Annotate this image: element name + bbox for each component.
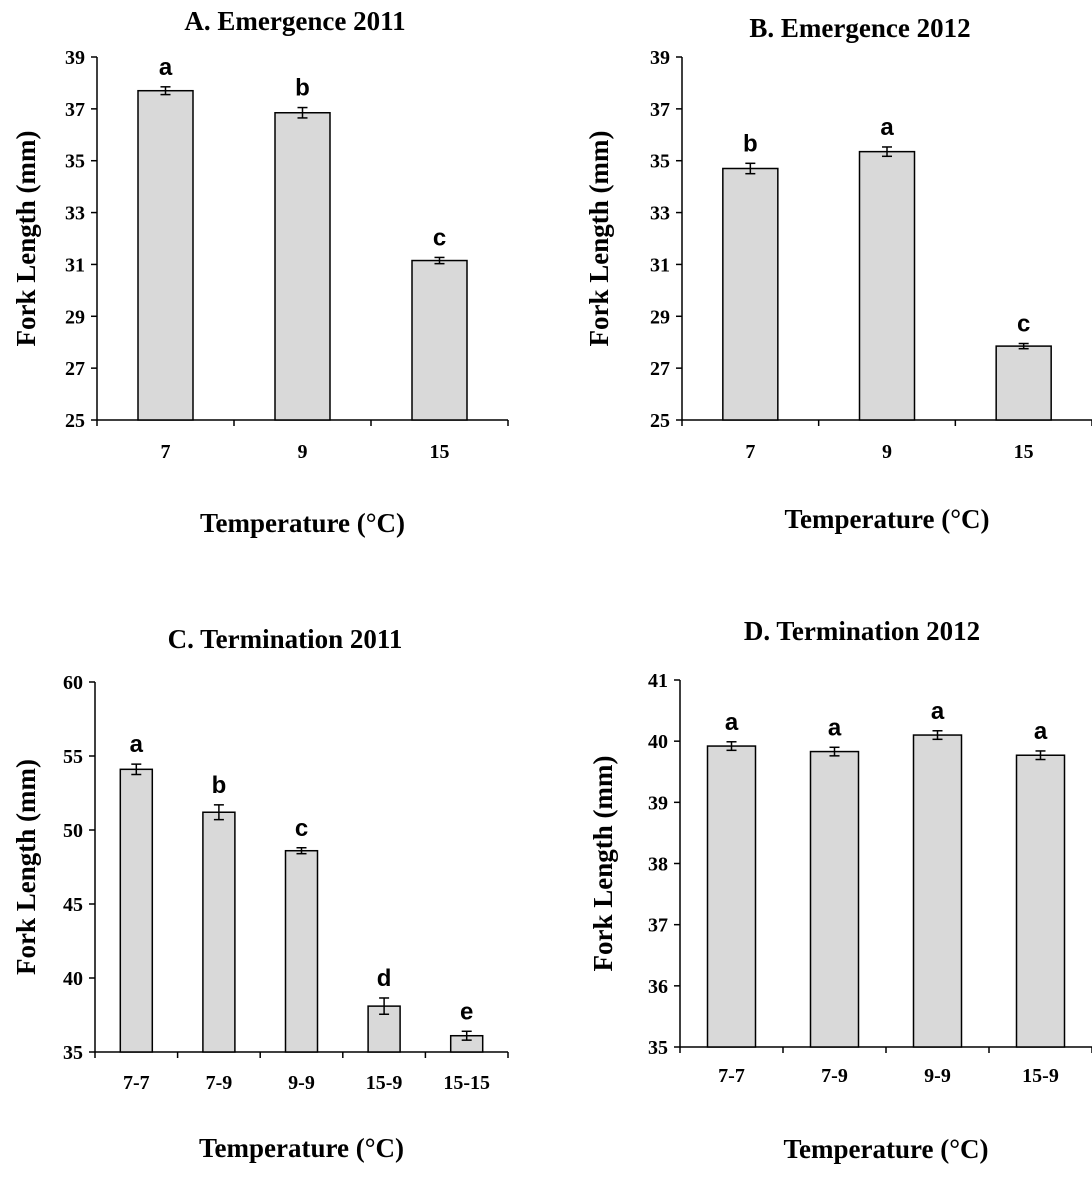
y-tick-label: 25 — [65, 410, 85, 432]
chart-panel-2: B. Emergence 2012 25 27 29 31 33 35 37 39 b 7 a 9 c 15… — [584, 13, 1092, 534]
y-tick-label: 55 — [63, 746, 83, 768]
y-axis-title: Fork Length (mm) — [11, 759, 41, 975]
x-tick-label: 15-9 — [1022, 1065, 1059, 1087]
bar — [722, 167, 779, 421]
y-tick-label: 45 — [63, 894, 83, 916]
bar — [995, 345, 1052, 421]
significance-label: c — [1017, 311, 1030, 338]
y-tick-label: 39 — [648, 792, 668, 814]
significance-label: a — [931, 698, 945, 725]
x-tick-label: 7 — [161, 441, 171, 463]
x-tick-label: 7-9 — [206, 1072, 233, 1094]
x-axis-title: Temperature (°C) — [200, 508, 405, 538]
chart-title: C. Termination 2011 — [168, 624, 403, 654]
x-tick-label: 15-15 — [443, 1072, 490, 1094]
y-tick-label: 31 — [650, 254, 670, 276]
y-tick-label: 37 — [65, 99, 85, 121]
y-tick-label: 40 — [648, 731, 668, 753]
significance-label: a — [1034, 718, 1048, 745]
y-tick-label: 27 — [65, 358, 85, 380]
bar — [1015, 754, 1066, 1048]
y-tick-label: 40 — [63, 968, 83, 990]
y-axis-title: Fork Length (mm) — [584, 131, 614, 347]
significance-label: d — [377, 965, 392, 992]
significance-label: c — [295, 815, 308, 842]
chart-title: D. Termination 2012 — [744, 616, 980, 646]
bar — [119, 768, 154, 1053]
significance-label: a — [159, 54, 173, 81]
y-axis-title: Fork Length (mm) — [588, 756, 618, 972]
bar — [858, 150, 916, 421]
x-tick-label: 9 — [882, 441, 892, 463]
y-tick-label: 31 — [65, 254, 85, 276]
bar — [912, 734, 963, 1048]
y-tick-label: 36 — [648, 976, 668, 998]
bar — [202, 811, 236, 1053]
y-tick-label: 38 — [648, 854, 668, 876]
x-axis-title: Temperature (°C) — [784, 504, 989, 534]
significance-label: a — [880, 114, 894, 141]
x-tick-label: 7 — [745, 441, 755, 463]
chart-panel-3: C. Termination 2011 35 40 45 50 55 60 a 7-7 b 7-9 c… — [11, 624, 509, 1163]
x-tick-label: 7-7 — [718, 1065, 745, 1087]
x-tick-label: 15 — [1014, 441, 1034, 463]
x-tick-label: 15 — [430, 441, 450, 463]
y-tick-label: 41 — [648, 670, 668, 692]
y-tick-label: 35 — [650, 151, 670, 173]
x-tick-label: 9-9 — [288, 1072, 315, 1094]
significance-label: e — [460, 998, 473, 1025]
chart-panel-4: D. Termination 2012 35 36 37 38 39 40 41 a 7-7 a 7-… — [588, 616, 1092, 1164]
y-tick-label: 25 — [650, 410, 670, 432]
x-axis-title: Temperature (°C) — [783, 1134, 988, 1164]
y-tick-label: 29 — [65, 306, 85, 328]
y-tick-label: 35 — [63, 1042, 83, 1064]
chart-panel-1: A. Emergence 2011 25 27 29 31 33 35 37 39 a 7 b 9 c 15… — [11, 6, 509, 538]
y-tick-label: 37 — [650, 99, 670, 121]
y-tick-label: 35 — [648, 1037, 668, 1059]
significance-label: b — [743, 130, 758, 157]
x-tick-label: 15-9 — [366, 1072, 403, 1094]
significance-label: a — [828, 714, 842, 741]
y-tick-label: 37 — [648, 915, 668, 937]
y-tick-label: 29 — [650, 306, 670, 328]
bar — [274, 111, 331, 421]
significance-label: b — [212, 772, 227, 799]
significance-label: a — [725, 709, 739, 736]
y-axis-title: Fork Length (mm) — [11, 131, 41, 347]
chart-title: B. Emergence 2012 — [749, 13, 970, 43]
significance-label: b — [295, 75, 310, 102]
x-axis-title: Temperature (°C) — [199, 1133, 404, 1163]
chart-title: A. Emergence 2011 — [184, 6, 405, 36]
y-tick-label: 33 — [650, 203, 670, 225]
bar — [706, 745, 757, 1048]
x-tick-label: 9 — [298, 441, 308, 463]
bar — [137, 89, 194, 421]
y-tick-label: 35 — [65, 151, 85, 173]
bar — [809, 750, 860, 1048]
y-tick-label: 60 — [63, 672, 83, 694]
y-tick-label: 39 — [650, 47, 670, 69]
bar — [284, 849, 319, 1053]
bar — [411, 259, 468, 421]
x-tick-label: 9-9 — [924, 1065, 951, 1087]
y-tick-label: 50 — [63, 820, 83, 842]
x-tick-label: 7-7 — [123, 1072, 150, 1094]
x-tick-label: 7-9 — [821, 1065, 848, 1087]
y-tick-label: 39 — [65, 47, 85, 69]
significance-label: c — [433, 224, 446, 251]
y-tick-label: 27 — [650, 358, 670, 380]
y-tick-label: 33 — [65, 203, 85, 225]
significance-label: a — [130, 731, 144, 758]
